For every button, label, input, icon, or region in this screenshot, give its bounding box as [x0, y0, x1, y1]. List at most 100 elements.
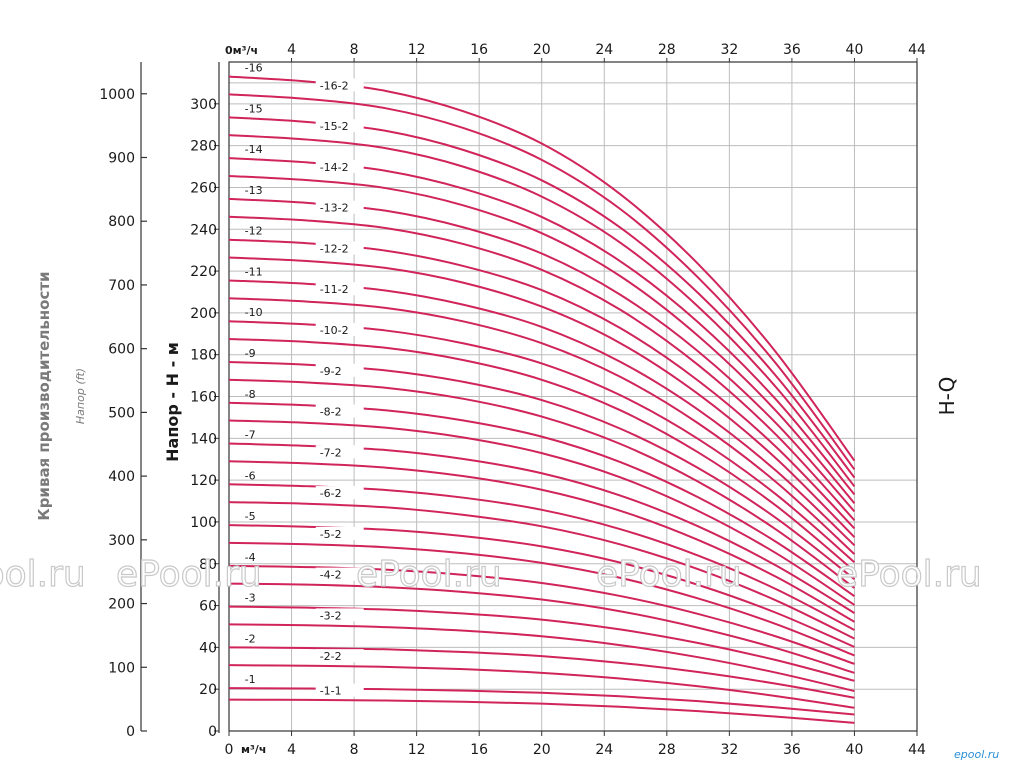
x-tick-label-bottom: 24 [595, 742, 613, 758]
curve-16-2 [228, 93, 856, 471]
y-tick-label-ft: 800 [108, 214, 135, 230]
curve-6-2 [228, 501, 855, 640]
x-tick-label-top: 40 [846, 42, 864, 58]
curve-10-2 [228, 338, 856, 572]
curve-label: -3-2 [320, 609, 342, 622]
curve-2 [228, 646, 855, 699]
brand-logo: epool.ru [954, 748, 999, 761]
y-tick-label-m: 80 [199, 557, 217, 573]
x-tick-label-bottom: 32 [720, 742, 738, 758]
curve-label: -1 [245, 673, 256, 686]
curve-label: -8-2 [320, 406, 342, 419]
curve-label: -10 [245, 306, 263, 319]
curve-5-2 [228, 541, 855, 657]
watermark: ePool.ru [596, 554, 742, 595]
curve-label-bg [315, 526, 364, 540]
curve-label-bg [315, 159, 364, 173]
curve-13-2 [228, 215, 856, 521]
y-tick-label-m: 160 [190, 390, 217, 406]
watermarks: ePool.ru ePool.ru ePool.ru ePool.ru ePool.ru [0, 553, 982, 595]
curve-label-bg [315, 78, 364, 92]
curve-label: -14-2 [320, 161, 349, 174]
curve-label: -5 [245, 510, 256, 523]
x-tick-label-bottom: 4 [287, 742, 296, 758]
curve-2-2 [228, 664, 855, 709]
curve-label: -6-2 [320, 487, 342, 500]
curve-label-bg [315, 323, 364, 337]
y-tick-label-ft: 100 [108, 660, 135, 676]
x-tick-label-bottom: 40 [846, 742, 864, 758]
x-tick-label-top: 44 [908, 42, 926, 58]
y-tick-label-m: 220 [190, 264, 217, 280]
y-tick-label-m: 200 [190, 306, 217, 322]
curve-label: -9 [245, 347, 256, 360]
curve-label: -9-2 [320, 365, 342, 378]
curve-label: -16-2 [320, 79, 349, 92]
watermark: ePool.ru [356, 554, 502, 595]
curve-label: -13-2 [320, 202, 349, 215]
x-tick-label-top: 32 [720, 42, 738, 58]
x-tick-label-top: 4 [287, 42, 296, 58]
y-tick-label-m: 140 [190, 431, 217, 447]
x-tick-label-top: 12 [408, 42, 426, 58]
curve-label: -1-1 [320, 685, 342, 698]
curve-label: -7 [245, 429, 256, 442]
curve-label: -4 [245, 551, 256, 564]
curve-label-bg [315, 241, 364, 255]
curve-label: -6 [245, 469, 256, 482]
plot-frame [228, 61, 918, 732]
curve-15-2 [228, 134, 856, 488]
curve-label-bg [315, 404, 364, 418]
x-tick-label-top: 20 [533, 42, 551, 58]
y-tick-label-ft: 200 [108, 597, 135, 613]
y-tick-label-ft: 500 [108, 405, 135, 421]
y-tick-label-m: 260 [190, 180, 217, 196]
curve-7-2 [228, 460, 855, 623]
curve-label: -15-2 [320, 120, 349, 133]
x-tick-label-bottom: 28 [658, 742, 676, 758]
y-tick-label-m: 60 [199, 599, 217, 615]
curve-label-bg [315, 649, 364, 663]
curve-label: -5-2 [320, 528, 342, 541]
x-tick-label-top: 28 [658, 42, 676, 58]
curve-label-bg [315, 567, 364, 581]
watermark: ePool.ru [0, 554, 86, 595]
y-tick-label-m: 40 [199, 640, 217, 656]
curve-label-bg [315, 119, 364, 133]
y-tick-label-ft: 700 [108, 278, 135, 294]
x-tick-label-top: 36 [783, 42, 801, 58]
plot-border [228, 61, 918, 732]
x-tick-label-bottom: 36 [783, 742, 801, 758]
x-unit-label-bottom: м³/ч [241, 743, 266, 756]
curve-label: -12 [245, 225, 263, 238]
x-tick-label-top: 24 [595, 42, 613, 58]
curve-label-bg [315, 683, 364, 697]
y-tick-label-m: 300 [190, 97, 217, 113]
y-tick-label-ft: 0 [126, 724, 135, 740]
x-tick-label-bottom: 8 [350, 742, 359, 758]
y-tick-label-m: 180 [190, 348, 217, 364]
x-tick-label-bottom: 20 [533, 742, 551, 758]
curve-3-2 [228, 623, 855, 693]
x-tick-label-bottom: 44 [908, 742, 926, 758]
y-tick-label-m: 240 [190, 222, 217, 238]
head-m-axis-label: Напор - Н - м [163, 342, 182, 462]
y-tick-label-ft: 900 [108, 150, 135, 166]
curve-label: -11-2 [320, 283, 349, 296]
curve-11-2 [228, 297, 856, 555]
y-tick-label-m: 120 [190, 473, 217, 489]
curve-label: -7-2 [320, 446, 342, 459]
curve-4-2 [228, 582, 855, 674]
curve-label: -13 [245, 184, 263, 197]
curve-label-bg [315, 486, 364, 500]
y-tick-label-ft: 1000 [99, 87, 135, 103]
curve-8-2 [228, 419, 856, 606]
y-tick-label-m: 280 [190, 139, 217, 155]
curve-label-bg [315, 445, 364, 459]
watermark: ePool.ru [836, 554, 982, 595]
x-tick-label-bottom: 16 [470, 742, 488, 758]
curve-label: -2-2 [320, 650, 342, 663]
y-tick-label-ft: 300 [108, 533, 135, 549]
y-tick-label-ft: 600 [108, 342, 135, 358]
